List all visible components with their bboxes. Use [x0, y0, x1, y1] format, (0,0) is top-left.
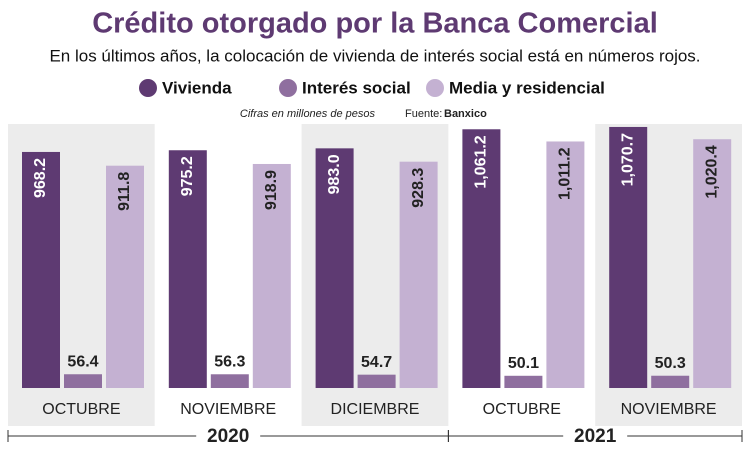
value-label: 1,070.7: [619, 133, 636, 186]
value-label: 54.7: [361, 354, 392, 371]
value-label: 1,011.2: [557, 147, 574, 200]
legend-swatch: [279, 79, 297, 97]
value-label: 1,020.4: [703, 145, 720, 198]
value-label: 928.3: [410, 168, 427, 208]
x-tick-label: OCTUBRE: [42, 401, 120, 418]
bar: [210, 374, 249, 388]
bar: [64, 374, 102, 388]
value-label: 50.1: [508, 355, 539, 372]
source: Banxico: [444, 108, 487, 120]
legend-swatch: [139, 79, 157, 97]
bar: [693, 139, 732, 388]
bar: [106, 165, 144, 388]
year-label-bg: [563, 426, 628, 446]
bar: [315, 148, 354, 388]
bar: [651, 375, 690, 388]
bar: [357, 374, 396, 388]
bar: [252, 163, 291, 388]
x-tick-label: NOVIEMBRE: [180, 401, 276, 418]
bar: [168, 150, 207, 388]
bar: [609, 126, 648, 388]
x-tick-label: DICIEMBRE: [331, 401, 420, 418]
bar: [504, 375, 543, 388]
year-label-bg: [196, 426, 261, 446]
value-label: 56.3: [214, 353, 245, 370]
year-label: 2020: [207, 426, 249, 447]
bar: [462, 129, 501, 389]
x-tick-label: NOVIEMBRE: [621, 401, 717, 418]
legend-swatch: [426, 79, 444, 97]
value-label: 968.2: [32, 158, 49, 198]
note: Cifras en millones de pesos: [240, 108, 376, 120]
source-label: Fuente:: [405, 108, 442, 120]
value-label: 56.4: [67, 353, 98, 370]
legend: Vivienda Interés social Media y residencia…: [139, 78, 605, 97]
subtitle: En los últimos años, la colocación de vi…: [49, 46, 700, 65]
value-label: 911.8: [116, 172, 133, 211]
value-label: 918.9: [263, 170, 280, 210]
legend-label: Media y residencial: [449, 78, 605, 97]
bar: [22, 151, 60, 388]
legend-label: Interés social: [302, 78, 411, 97]
value-label: 50.3: [655, 355, 686, 372]
value-label: 975.2: [179, 156, 196, 196]
value-label: 1,061.2: [473, 135, 490, 188]
chart-title: Crédito otorgado por la Banca Comercial: [92, 8, 658, 40]
bar: [546, 141, 585, 388]
legend-label: Vivienda: [162, 78, 232, 97]
value-label: 983.0: [326, 154, 343, 194]
x-tick-label: OCTUBRE: [483, 401, 561, 418]
bar: [399, 161, 438, 388]
year-label: 2021: [574, 426, 617, 447]
